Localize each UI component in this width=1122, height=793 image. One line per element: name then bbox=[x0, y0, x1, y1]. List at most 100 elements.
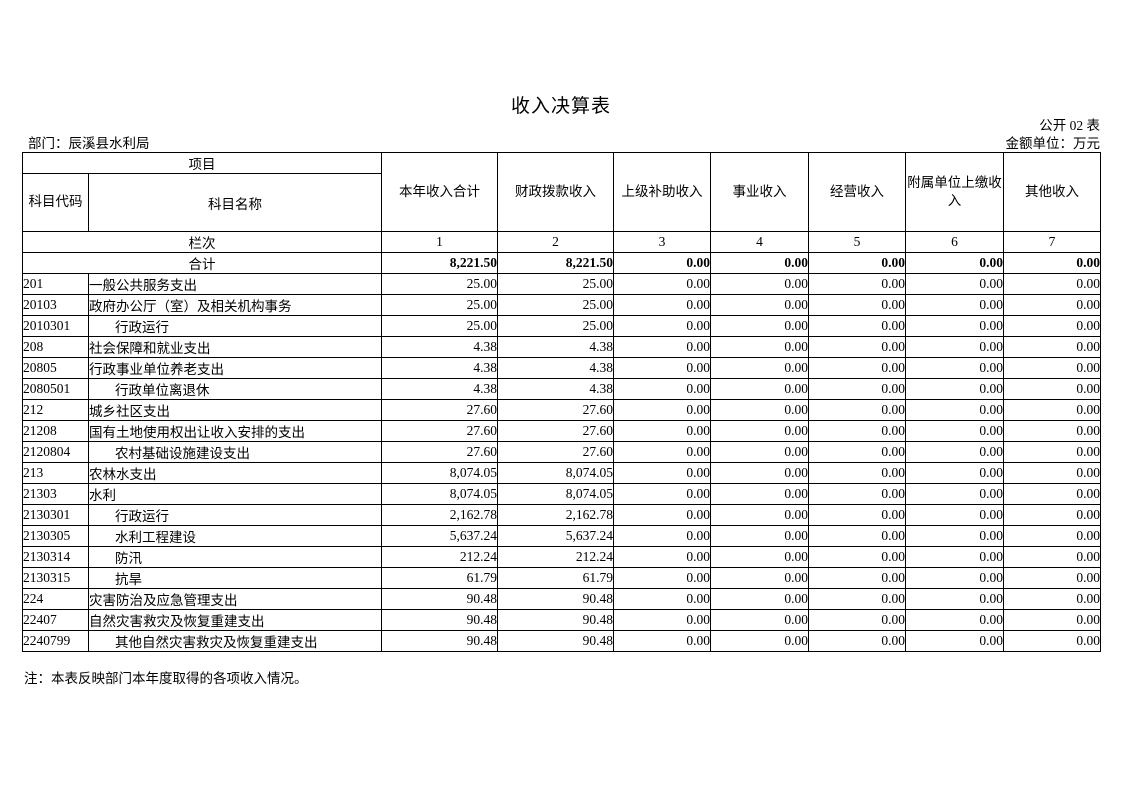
value-cell: 0.00 bbox=[613, 525, 711, 547]
value-cell: 0.00 bbox=[710, 441, 809, 463]
value-cell: 4.38 bbox=[497, 378, 614, 400]
total-value-cell: 0.00 bbox=[905, 252, 1004, 274]
page-title: 收入决算表 bbox=[510, 96, 611, 117]
table-body: 栏次 1 2 3 4 5 6 7 合计 8,221.50 8,221.50 0.… bbox=[22, 231, 1101, 652]
total-value-cell: 0.00 bbox=[1003, 252, 1101, 274]
subject-name-cell: 水利 bbox=[88, 483, 382, 505]
header-subject-code: 科目代码 bbox=[22, 173, 89, 232]
value-cell: 0.00 bbox=[1003, 336, 1101, 358]
subject-name-cell: 农林水支出 bbox=[88, 462, 382, 484]
value-cell: 0.00 bbox=[710, 336, 809, 358]
value-cell: 8,074.05 bbox=[497, 462, 614, 484]
col-header-fiscal-appropriation: 财政拨款收入 bbox=[497, 152, 614, 232]
value-cell: 27.60 bbox=[381, 399, 498, 421]
subject-name-cell: 水利工程建设 bbox=[88, 525, 382, 547]
total-value-cell: 8,221.50 bbox=[381, 252, 498, 274]
value-cell: 0.00 bbox=[710, 399, 809, 421]
value-cell: 0.00 bbox=[808, 273, 906, 295]
value-cell: 0.00 bbox=[613, 294, 711, 316]
subject-name-cell: 社会保障和就业支出 bbox=[88, 336, 382, 358]
value-cell: 0.00 bbox=[710, 315, 809, 337]
column-index-row: 栏次 1 2 3 4 5 6 7 bbox=[22, 231, 1101, 253]
col-header-operational-income: 事业收入 bbox=[710, 152, 809, 232]
table-row: 224 灾害防治及应急管理支出 90.48 90.48 0.00 0.00 0.00 0.00… bbox=[22, 588, 1101, 610]
value-cell: 25.00 bbox=[381, 294, 498, 316]
value-cell: 0.00 bbox=[710, 525, 809, 547]
unit-label: 金额单位：万元 bbox=[1005, 136, 1101, 151]
table-row: 2130301 行政运行 2,162.78 2,162.78 0.00 0.00 0.00 0… bbox=[22, 504, 1101, 526]
value-cell: 25.00 bbox=[497, 294, 614, 316]
value-cell: 0.00 bbox=[613, 336, 711, 358]
value-cell: 0.00 bbox=[613, 483, 711, 505]
value-cell: 0.00 bbox=[905, 525, 1004, 547]
value-cell: 25.00 bbox=[497, 315, 614, 337]
value-cell: 0.00 bbox=[710, 567, 809, 589]
value-cell: 8,074.05 bbox=[381, 462, 498, 484]
subject-name-cell: 一般公共服务支出 bbox=[88, 273, 382, 295]
value-cell: 25.00 bbox=[497, 273, 614, 295]
value-cell: 0.00 bbox=[808, 336, 906, 358]
value-cell: 0.00 bbox=[808, 441, 906, 463]
subject-code-cell: 2130314 bbox=[22, 546, 89, 568]
value-cell: 0.00 bbox=[1003, 567, 1101, 589]
col-header-superior-subsidy: 上级补助收入 bbox=[613, 152, 711, 232]
value-cell: 0.00 bbox=[710, 483, 809, 505]
subject-name-cell: 防汛 bbox=[88, 546, 382, 568]
value-cell: 0.00 bbox=[808, 462, 906, 484]
value-cell: 0.00 bbox=[905, 357, 1004, 379]
value-cell: 0.00 bbox=[1003, 609, 1101, 631]
value-cell: 4.38 bbox=[381, 357, 498, 379]
value-cell: 0.00 bbox=[710, 462, 809, 484]
header-row-subject: 科目代码 科目名称 bbox=[22, 173, 1101, 232]
column-index-cell: 7 bbox=[1003, 231, 1101, 253]
subject-code-cell: 22407 bbox=[22, 609, 89, 631]
value-cell: 25.00 bbox=[381, 273, 498, 295]
value-cell: 90.48 bbox=[381, 630, 498, 652]
value-cell: 0.00 bbox=[613, 462, 711, 484]
value-cell: 0.00 bbox=[808, 420, 906, 442]
value-cell: 0.00 bbox=[808, 504, 906, 526]
subject-name-cell: 其他自然灾害救灾及恢复重建支出 bbox=[88, 630, 382, 652]
subject-name-cell: 自然灾害救灾及恢复重建支出 bbox=[88, 609, 382, 631]
value-cell: 0.00 bbox=[710, 630, 809, 652]
value-cell: 0.00 bbox=[905, 588, 1004, 610]
table-row: 21303 水利 8,074.05 8,074.05 0.00 0.00 0.00 0.00 0… bbox=[22, 483, 1101, 505]
table-row: 201 一般公共服务支出 25.00 25.00 0.00 0.00 0.00 0.00 0.0… bbox=[22, 273, 1101, 295]
value-cell: 0.00 bbox=[613, 441, 711, 463]
subject-code-cell: 21208 bbox=[22, 420, 89, 442]
table-header: 项目 本年收入合计 财政拨款收入 上级补助收入 事业收入 经营收入 附属单位上缴… bbox=[22, 152, 1101, 232]
value-cell: 0.00 bbox=[808, 630, 906, 652]
table-row: 2130314 防汛 212.24 212.24 0.00 0.00 0.00 0.00 0.0… bbox=[22, 546, 1101, 568]
value-cell: 0.00 bbox=[1003, 399, 1101, 421]
value-cell: 0.00 bbox=[808, 588, 906, 610]
subject-name-cell: 行政运行 bbox=[88, 504, 382, 526]
value-cell: 4.38 bbox=[381, 336, 498, 358]
value-cell: 0.00 bbox=[613, 420, 711, 442]
value-cell: 0.00 bbox=[1003, 441, 1101, 463]
value-cell: 61.79 bbox=[497, 567, 614, 589]
value-cell: 0.00 bbox=[1003, 420, 1101, 442]
value-cell: 0.00 bbox=[808, 525, 906, 547]
table-row: 2010301 行政运行 25.00 25.00 0.00 0.00 0.00 0.00 0.0… bbox=[22, 315, 1101, 337]
value-cell: 0.00 bbox=[808, 399, 906, 421]
department-label: 部门：辰溪县水利局 bbox=[28, 136, 150, 151]
subject-name-cell: 抗旱 bbox=[88, 567, 382, 589]
value-cell: 61.79 bbox=[381, 567, 498, 589]
subject-code-cell: 224 bbox=[22, 588, 89, 610]
table-row: 2080501 行政单位离退休 4.38 4.38 0.00 0.00 0.00 0.00 0.… bbox=[22, 378, 1101, 400]
value-cell: 0.00 bbox=[1003, 588, 1101, 610]
total-value-cell: 0.00 bbox=[710, 252, 809, 274]
income-statement-table: 项目 本年收入合计 财政拨款收入 上级补助收入 事业收入 经营收入 附属单位上缴… bbox=[22, 152, 1101, 652]
total-label: 合计 bbox=[22, 252, 382, 274]
subject-code-cell: 2130301 bbox=[22, 504, 89, 526]
subject-name-cell: 国有土地使用权出让收入安排的支出 bbox=[88, 420, 382, 442]
subject-code-cell: 201 bbox=[22, 273, 89, 295]
header-project: 项目 bbox=[22, 152, 382, 174]
value-cell: 5,637.24 bbox=[381, 525, 498, 547]
column-index-cell: 5 bbox=[808, 231, 906, 253]
column-index-cell: 2 bbox=[497, 231, 614, 253]
value-cell: 0.00 bbox=[905, 315, 1004, 337]
value-cell: 0.00 bbox=[613, 357, 711, 379]
value-cell: 0.00 bbox=[1003, 378, 1101, 400]
header-subject-name: 科目名称 bbox=[88, 173, 382, 232]
